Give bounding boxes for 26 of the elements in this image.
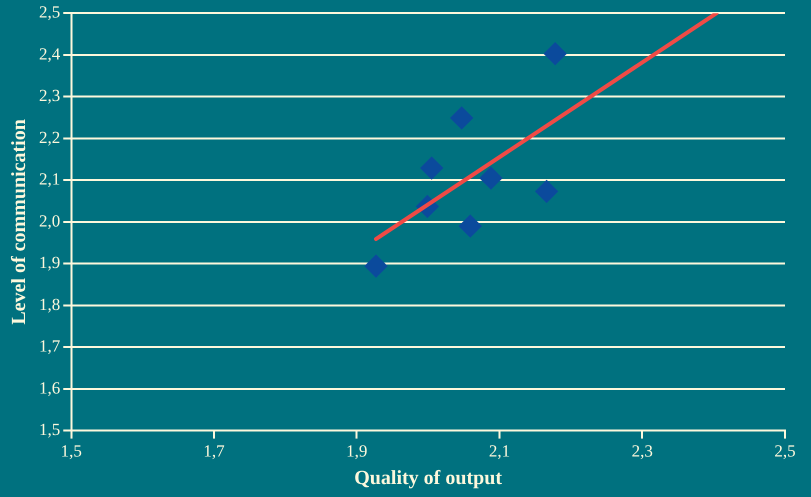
x-tick-label: 1,7 [203, 441, 226, 460]
x-tick-label: 1,9 [346, 441, 368, 460]
y-tick-label: 2,1 [39, 170, 60, 189]
y-tick-label: 1,5 [39, 420, 60, 440]
point [364, 254, 388, 278]
y-tick-label: 1,8 [39, 294, 60, 314]
x-tick-label: 2,1 [488, 441, 510, 460]
point [535, 180, 558, 203]
y-tick-label: 2,4 [39, 44, 61, 64]
y-tick-label: 2,3 [39, 86, 60, 106]
y-tick-label: 2,2 [39, 128, 60, 147]
y-tick-label: 2,0 [39, 211, 60, 230]
point [458, 214, 482, 238]
point [544, 42, 567, 66]
y-tick-label: 1,9 [39, 253, 60, 272]
point [479, 166, 502, 190]
y-tick-label: 2,5 [39, 2, 60, 22]
y-axis-title: Level of communication [8, 119, 30, 325]
x-axis-title: Quality of output [354, 467, 502, 490]
y-tick-label: 1,6 [39, 378, 60, 398]
x-tick-label: 1,5 [60, 441, 82, 460]
x-tick-label: 2,5 [774, 441, 796, 460]
x-tick-label: 2,3 [632, 441, 653, 460]
y-tick-label: 1,7 [39, 336, 61, 356]
point [450, 106, 474, 130]
point [420, 156, 444, 180]
